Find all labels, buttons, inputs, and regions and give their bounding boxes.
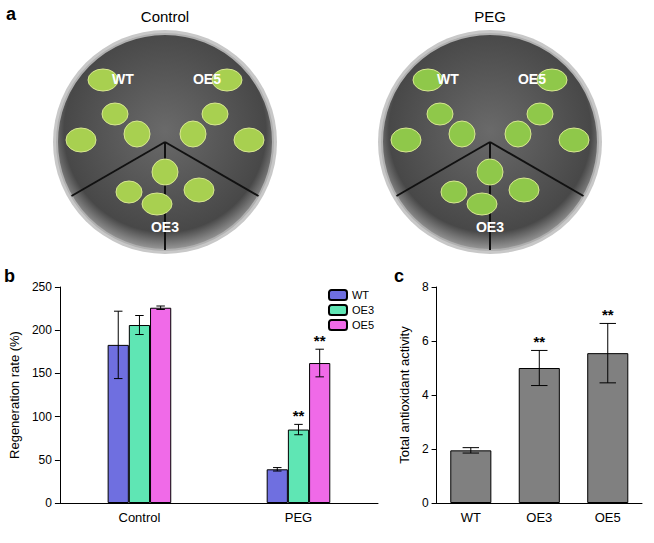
svg-text:150: 150 (32, 366, 52, 380)
svg-text:PEG: PEG (474, 8, 506, 25)
svg-text:WT: WT (461, 510, 481, 525)
svg-text:Control: Control (118, 510, 160, 525)
svg-text:PEG: PEG (285, 510, 312, 525)
svg-text:OE5: OE5 (352, 319, 374, 331)
svg-text:c: c (394, 266, 404, 286)
svg-text:Regeneration rate (%): Regeneration rate (%) (7, 331, 22, 459)
svg-text:OE3: OE3 (476, 219, 504, 235)
svg-text:Control: Control (141, 8, 189, 25)
svg-text:OE5: OE5 (518, 71, 546, 87)
svg-text:6: 6 (422, 334, 429, 348)
svg-text:100: 100 (32, 410, 52, 424)
svg-text:8: 8 (422, 280, 429, 294)
svg-text:4: 4 (422, 388, 429, 402)
svg-text:200: 200 (32, 323, 52, 337)
svg-text:50: 50 (39, 453, 53, 467)
svg-text:**: ** (533, 333, 545, 350)
svg-text:**: ** (293, 407, 305, 424)
svg-text:Total antioxidant activity: Total antioxidant activity (397, 326, 412, 464)
svg-text:a: a (6, 4, 17, 24)
svg-text:250: 250 (32, 280, 52, 294)
svg-text:OE5: OE5 (193, 71, 221, 87)
svg-text:2: 2 (422, 442, 429, 456)
svg-text:OE3: OE3 (151, 219, 179, 235)
svg-text:0: 0 (45, 496, 52, 510)
svg-text:**: ** (314, 332, 326, 349)
svg-text:b: b (4, 266, 15, 286)
svg-text:OE5: OE5 (595, 510, 621, 525)
svg-text:**: ** (602, 306, 614, 323)
svg-text:0: 0 (422, 496, 429, 510)
svg-text:OE3: OE3 (352, 304, 374, 316)
svg-text:OE3: OE3 (526, 510, 552, 525)
svg-text:WT: WT (112, 71, 134, 87)
svg-text:WT: WT (437, 71, 459, 87)
svg-text:WT: WT (352, 289, 369, 301)
